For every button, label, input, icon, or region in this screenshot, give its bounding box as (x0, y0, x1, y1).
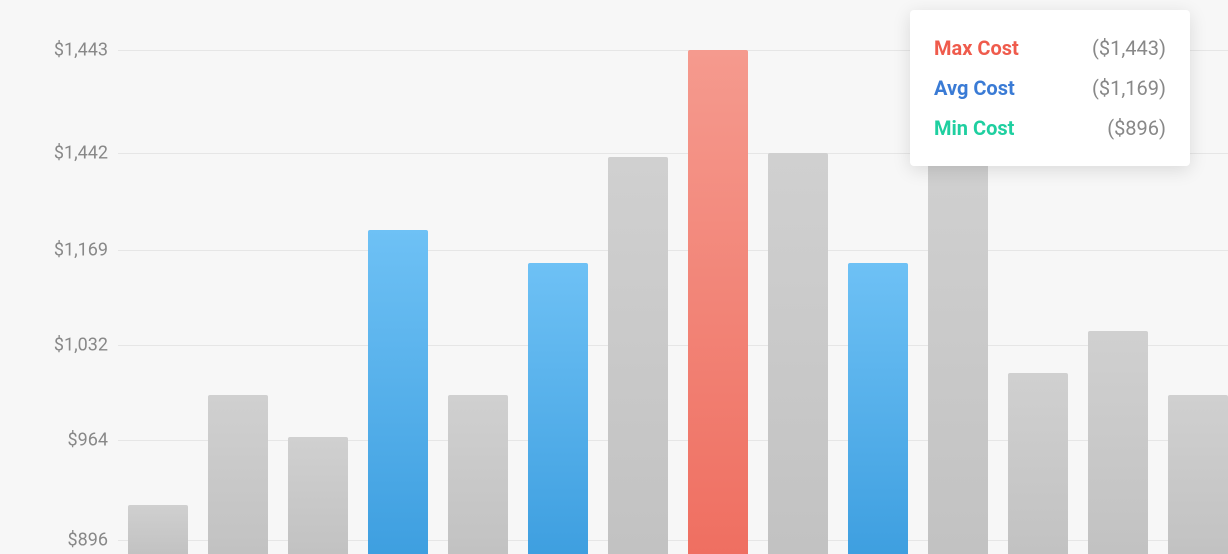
y-tick-label: $896 (68, 530, 108, 551)
legend-row: Avg Cost ($1,169) (934, 68, 1166, 108)
bar-neutral (608, 157, 668, 554)
legend-label: Avg Cost (934, 76, 1015, 100)
legend-value: ($1,169) (1092, 76, 1166, 100)
y-tick-label: $1,169 (54, 240, 108, 261)
bar-neutral (928, 157, 988, 554)
bar-max (688, 50, 748, 554)
bar-neutral (208, 395, 268, 554)
legend-label: Max Cost (934, 36, 1019, 60)
bar-neutral (448, 395, 508, 554)
y-tick-label: $1,032 (54, 335, 108, 356)
legend-row: Min Cost ($896) (934, 108, 1166, 148)
bar-neutral (1088, 331, 1148, 554)
bar-neutral (1008, 373, 1068, 554)
bar-avg (368, 230, 428, 554)
legend-label: Min Cost (934, 116, 1014, 140)
bar-avg (848, 263, 908, 554)
y-tick-label: $1,443 (54, 40, 108, 61)
legend-card: Max Cost ($1,443) Avg Cost ($1,169) Min Cost… (910, 10, 1190, 166)
cost-bar-chart: $1,443 $1,442 $1,169 $1,032 $964 $896 Max Cos… (0, 0, 1228, 554)
y-tick-label: $964 (68, 430, 108, 451)
bar-avg (528, 263, 588, 554)
legend-row: Max Cost ($1,443) (934, 28, 1166, 68)
legend-value: ($1,443) (1092, 36, 1166, 60)
bar-neutral (128, 505, 188, 554)
bar-neutral (288, 437, 348, 554)
bar-neutral (1168, 395, 1228, 554)
bar-neutral (768, 153, 828, 554)
y-axis: $1,443 $1,442 $1,169 $1,032 $964 $896 (0, 0, 118, 554)
legend-value: ($896) (1107, 116, 1166, 140)
y-tick-label: $1,442 (54, 143, 108, 164)
